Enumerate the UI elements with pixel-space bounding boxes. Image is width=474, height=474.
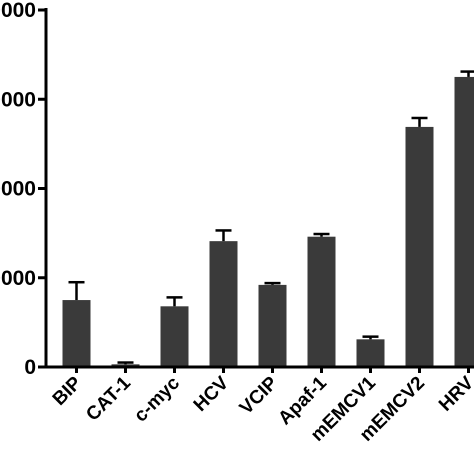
y-tick-label: 40000 (0, 0, 36, 22)
error-bar (166, 296, 183, 307)
bar (405, 126, 434, 367)
bar (356, 339, 385, 367)
bar (160, 306, 189, 367)
y-tick-label: 10000 (0, 267, 36, 290)
bar (209, 241, 238, 367)
error-bar (117, 361, 134, 365)
x-tick-label: HCV (190, 372, 233, 415)
bar (258, 284, 287, 367)
x-tick-label: BIP (49, 372, 86, 409)
x-tick-label: VCIP (236, 372, 282, 418)
bar (454, 76, 474, 367)
y-tick-label: 0 (24, 356, 36, 379)
error-bar (362, 335, 379, 340)
bar (307, 236, 336, 367)
x-tick-label: c-myc (130, 372, 184, 426)
error-bar (411, 116, 428, 127)
error-bar (215, 229, 232, 242)
y-tick-label: 30000 (0, 88, 36, 111)
x-tick-label: HRV (435, 372, 474, 415)
error-bar (68, 280, 85, 301)
bar (62, 300, 91, 367)
error-bar (460, 70, 474, 77)
error-bar (313, 232, 330, 237)
y-tick-label: 20000 (0, 178, 36, 201)
x-tick-label: CAT-1 (82, 372, 135, 425)
error-bar (264, 281, 281, 285)
